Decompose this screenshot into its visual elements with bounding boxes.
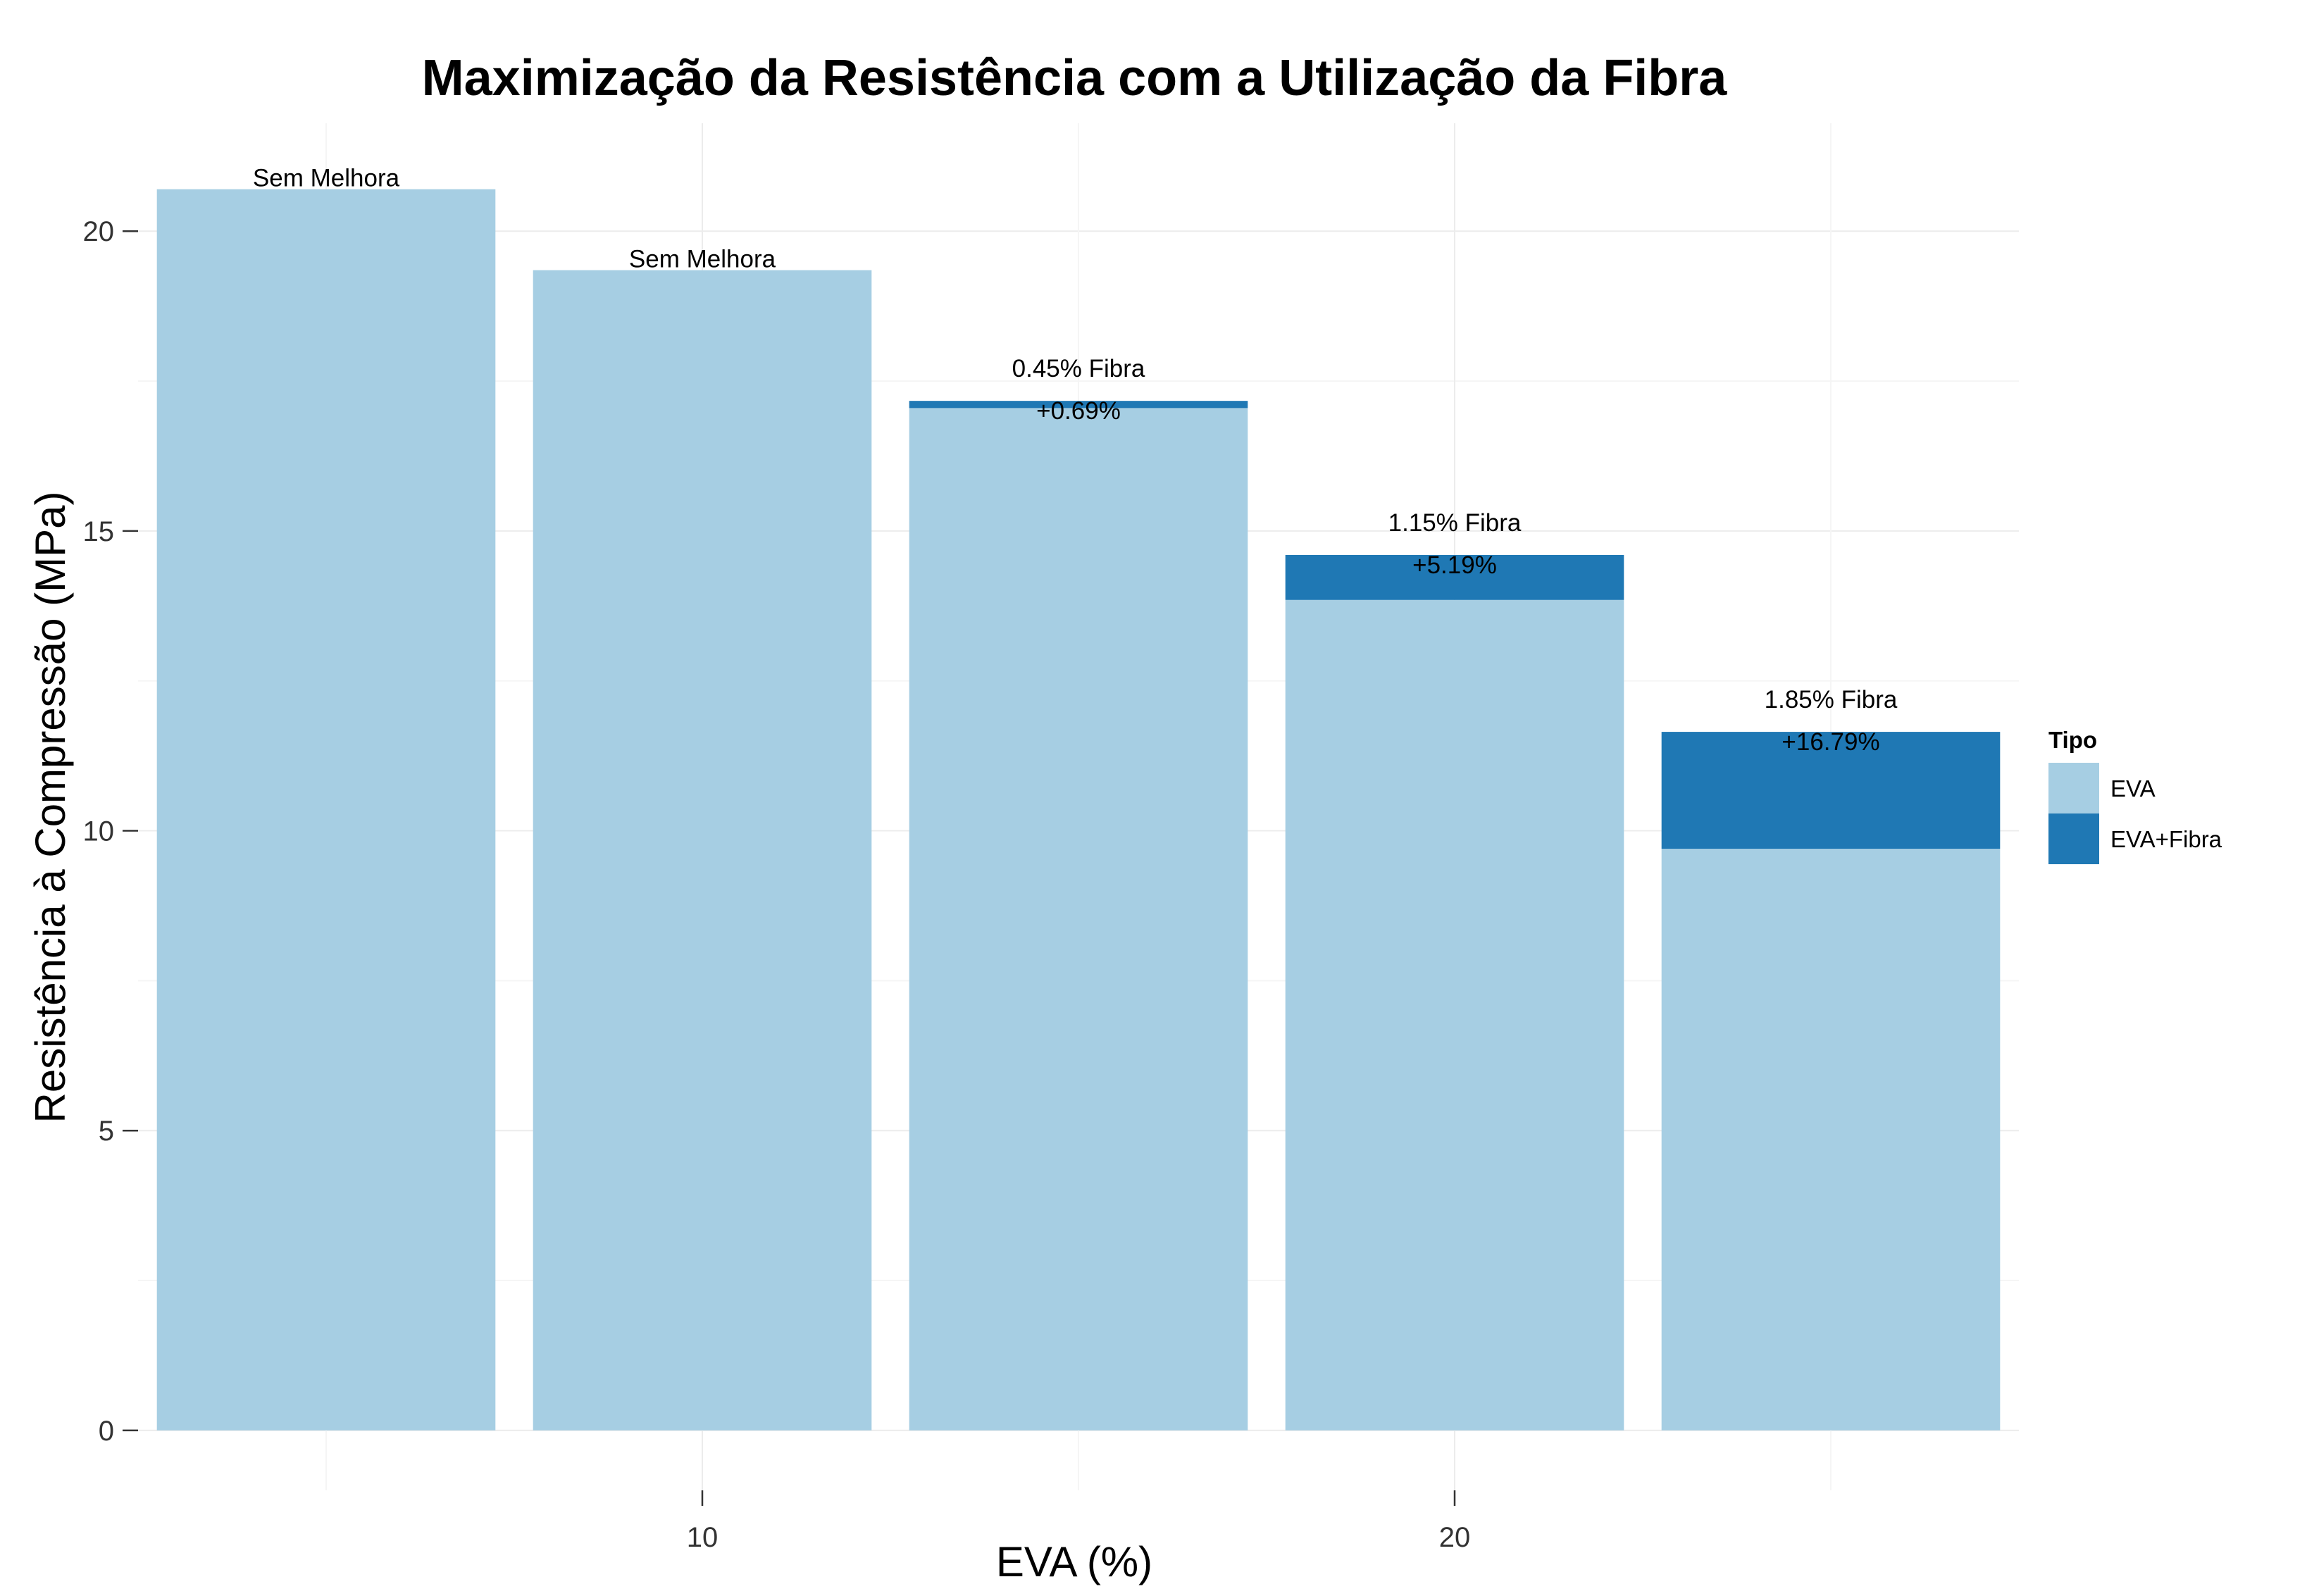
bar-annotations: Sem Melhora Sem Melhora 0.45% Fibra +0.69% 1… (253, 165, 1898, 756)
bar-label-fiber: 1.15% Fibra (1388, 509, 1522, 537)
bar-eva (156, 189, 496, 1430)
y-axis-title: Resistência à Compressão (MPa) (27, 492, 74, 1123)
legend-swatch-eva-fibra (2048, 813, 2099, 864)
legend-title: Tipo (2048, 727, 2097, 753)
bar-label: Sem Melhora (253, 165, 400, 192)
y-tick-label: 20 (83, 216, 115, 247)
legend-swatch-eva (2048, 763, 2099, 813)
chart-title: Maximização da Resistência com a Utiliza… (422, 50, 1728, 106)
bar-label-gain: +5.19% (1412, 551, 1497, 579)
bar-eva (1285, 599, 1624, 1430)
bar-eva-fibra (909, 401, 1248, 409)
y-axis: 0 5 10 15 20 (83, 216, 138, 1447)
legend-label-eva: EVA (2110, 775, 2156, 802)
bar-label: Sem Melhora (629, 246, 776, 273)
bar-eva-fibra (1285, 554, 1624, 600)
bar-eva-fibra (1661, 732, 2001, 849)
legend: Tipo EVA EVA+Fibra (2048, 727, 2222, 864)
y-tick-label: 15 (83, 516, 115, 547)
bar-label-fiber: 0.45% Fibra (1012, 355, 1145, 382)
x-axis-title: EVA (%) (996, 1538, 1152, 1585)
y-tick-label: 0 (99, 1416, 114, 1447)
x-tick-label: 20 (1439, 1522, 1471, 1553)
y-tick-label: 10 (83, 816, 115, 847)
bar-label-gain: +16.79% (1781, 728, 1879, 756)
bar-eva (533, 270, 872, 1430)
x-tick-label: 10 (687, 1522, 719, 1553)
bar-eva (909, 408, 1248, 1430)
bar-eva (1661, 849, 2001, 1430)
y-tick-label: 5 (99, 1116, 114, 1147)
bar-label-fiber: 1.85% Fibra (1765, 686, 1898, 713)
bar-label-gain: +0.69% (1036, 397, 1121, 425)
legend-label-eva-fibra: EVA+Fibra (2110, 826, 2222, 852)
x-axis: 10 20 (687, 1490, 1471, 1553)
bars (156, 189, 2001, 1430)
